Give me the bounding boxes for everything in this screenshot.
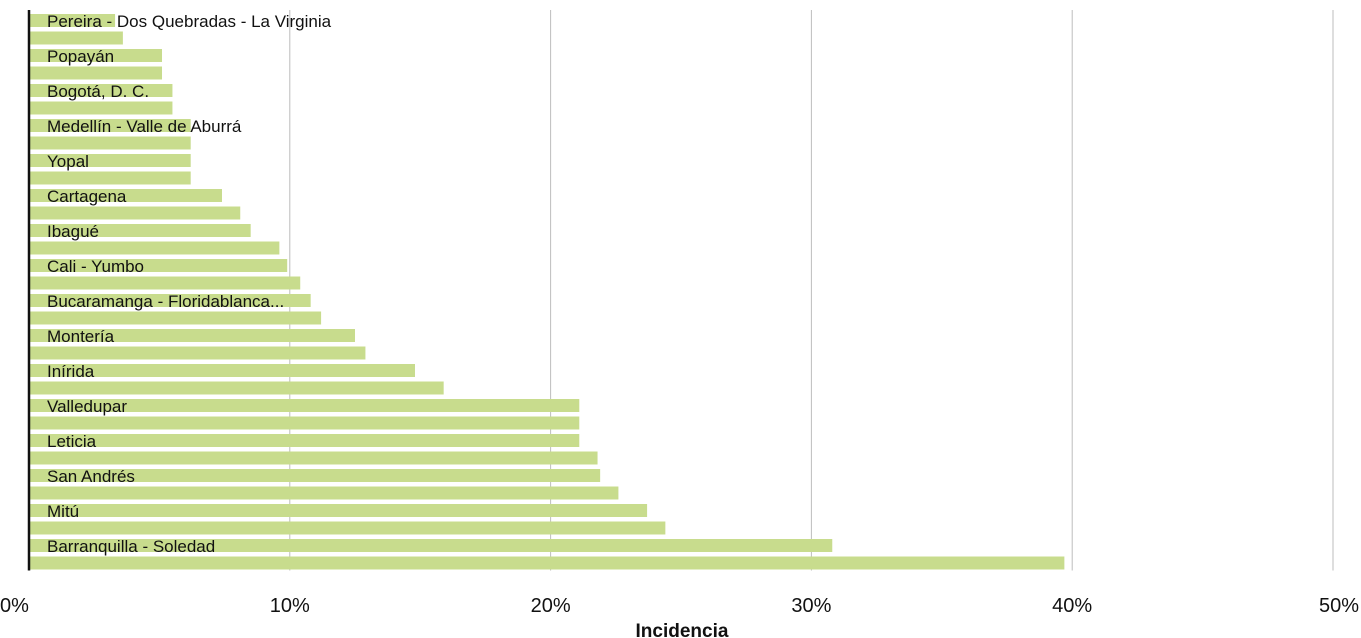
bar-0 <box>29 14 116 27</box>
bar-7 <box>29 136 191 150</box>
bars <box>29 14 1065 570</box>
category-label-10: Inírida <box>47 362 95 381</box>
x-axis-title: Incidencia <box>636 621 729 638</box>
bar-2 <box>29 49 163 62</box>
category-labels: Pereira - Dos Quebradas - La Virginia Pop… <box>47 12 332 556</box>
bar-5 <box>29 101 173 115</box>
x-tick-label-3: 30% <box>791 595 831 617</box>
category-label-1: Popayán <box>47 47 114 66</box>
bar-21 <box>29 381 444 395</box>
bar-8 <box>29 154 191 167</box>
x-tick-label-5: 50% <box>1319 595 1359 617</box>
x-tick-label-2: 20% <box>531 595 571 617</box>
bar-12 <box>29 224 251 237</box>
x-tick-label-4: 40% <box>1052 595 1092 617</box>
bar-22 <box>29 399 580 412</box>
bar-4 <box>29 84 173 97</box>
bar-24 <box>29 434 580 447</box>
x-tick-label-1: 10% <box>270 595 310 617</box>
category-label-5: Cartagena <box>47 187 127 206</box>
bar-6 <box>29 119 191 132</box>
bar-18 <box>29 329 355 342</box>
bar-11 <box>29 206 241 220</box>
category-label-15: Barranquilla - Soledad <box>47 537 215 556</box>
bar-28 <box>29 504 648 517</box>
category-label-14: Mitú <box>47 502 79 521</box>
bar-10 <box>29 189 222 202</box>
bar-19 <box>29 346 366 360</box>
bar-3 <box>29 66 163 80</box>
category-label-4: Yopal <box>47 152 89 171</box>
bar-13 <box>29 241 280 255</box>
category-label-6: Ibagué <box>47 222 99 241</box>
category-label-2: Bogotá, D. C. <box>47 82 149 101</box>
x-tick-label-0: 0% <box>0 595 29 617</box>
category-label-8: Bucaramanga - Floridablanca... <box>47 292 284 311</box>
bar-20 <box>29 364 415 377</box>
category-label-3: Medellín - Valle de Aburrá <box>47 117 242 136</box>
bar-16 <box>29 294 311 307</box>
bar-25 <box>29 451 598 465</box>
bar-26 <box>29 469 601 482</box>
bar-29 <box>29 521 666 535</box>
bar-14 <box>29 259 288 272</box>
bar-27 <box>29 486 619 500</box>
bar-1 <box>29 31 123 45</box>
grid-lines <box>289 10 1334 571</box>
bar-31 <box>29 556 1065 570</box>
category-label-9: Montería <box>47 327 115 346</box>
bar-30 <box>29 539 833 552</box>
x-tick-labels: 0% 10% 20% 30% 40% 50% <box>0 595 1359 617</box>
category-label-0: Pereira - Dos Quebradas - La Virginia <box>47 12 332 31</box>
category-label-13: San Andrés <box>47 467 135 486</box>
bar-17 <box>29 311 322 325</box>
category-label-12: Leticia <box>47 432 97 451</box>
category-label-7: Cali - Yumbo <box>47 257 144 276</box>
bar-23 <box>29 416 580 430</box>
category-label-11: Valledupar <box>47 397 127 416</box>
bar-9 <box>29 171 191 185</box>
bar-15 <box>29 276 301 290</box>
